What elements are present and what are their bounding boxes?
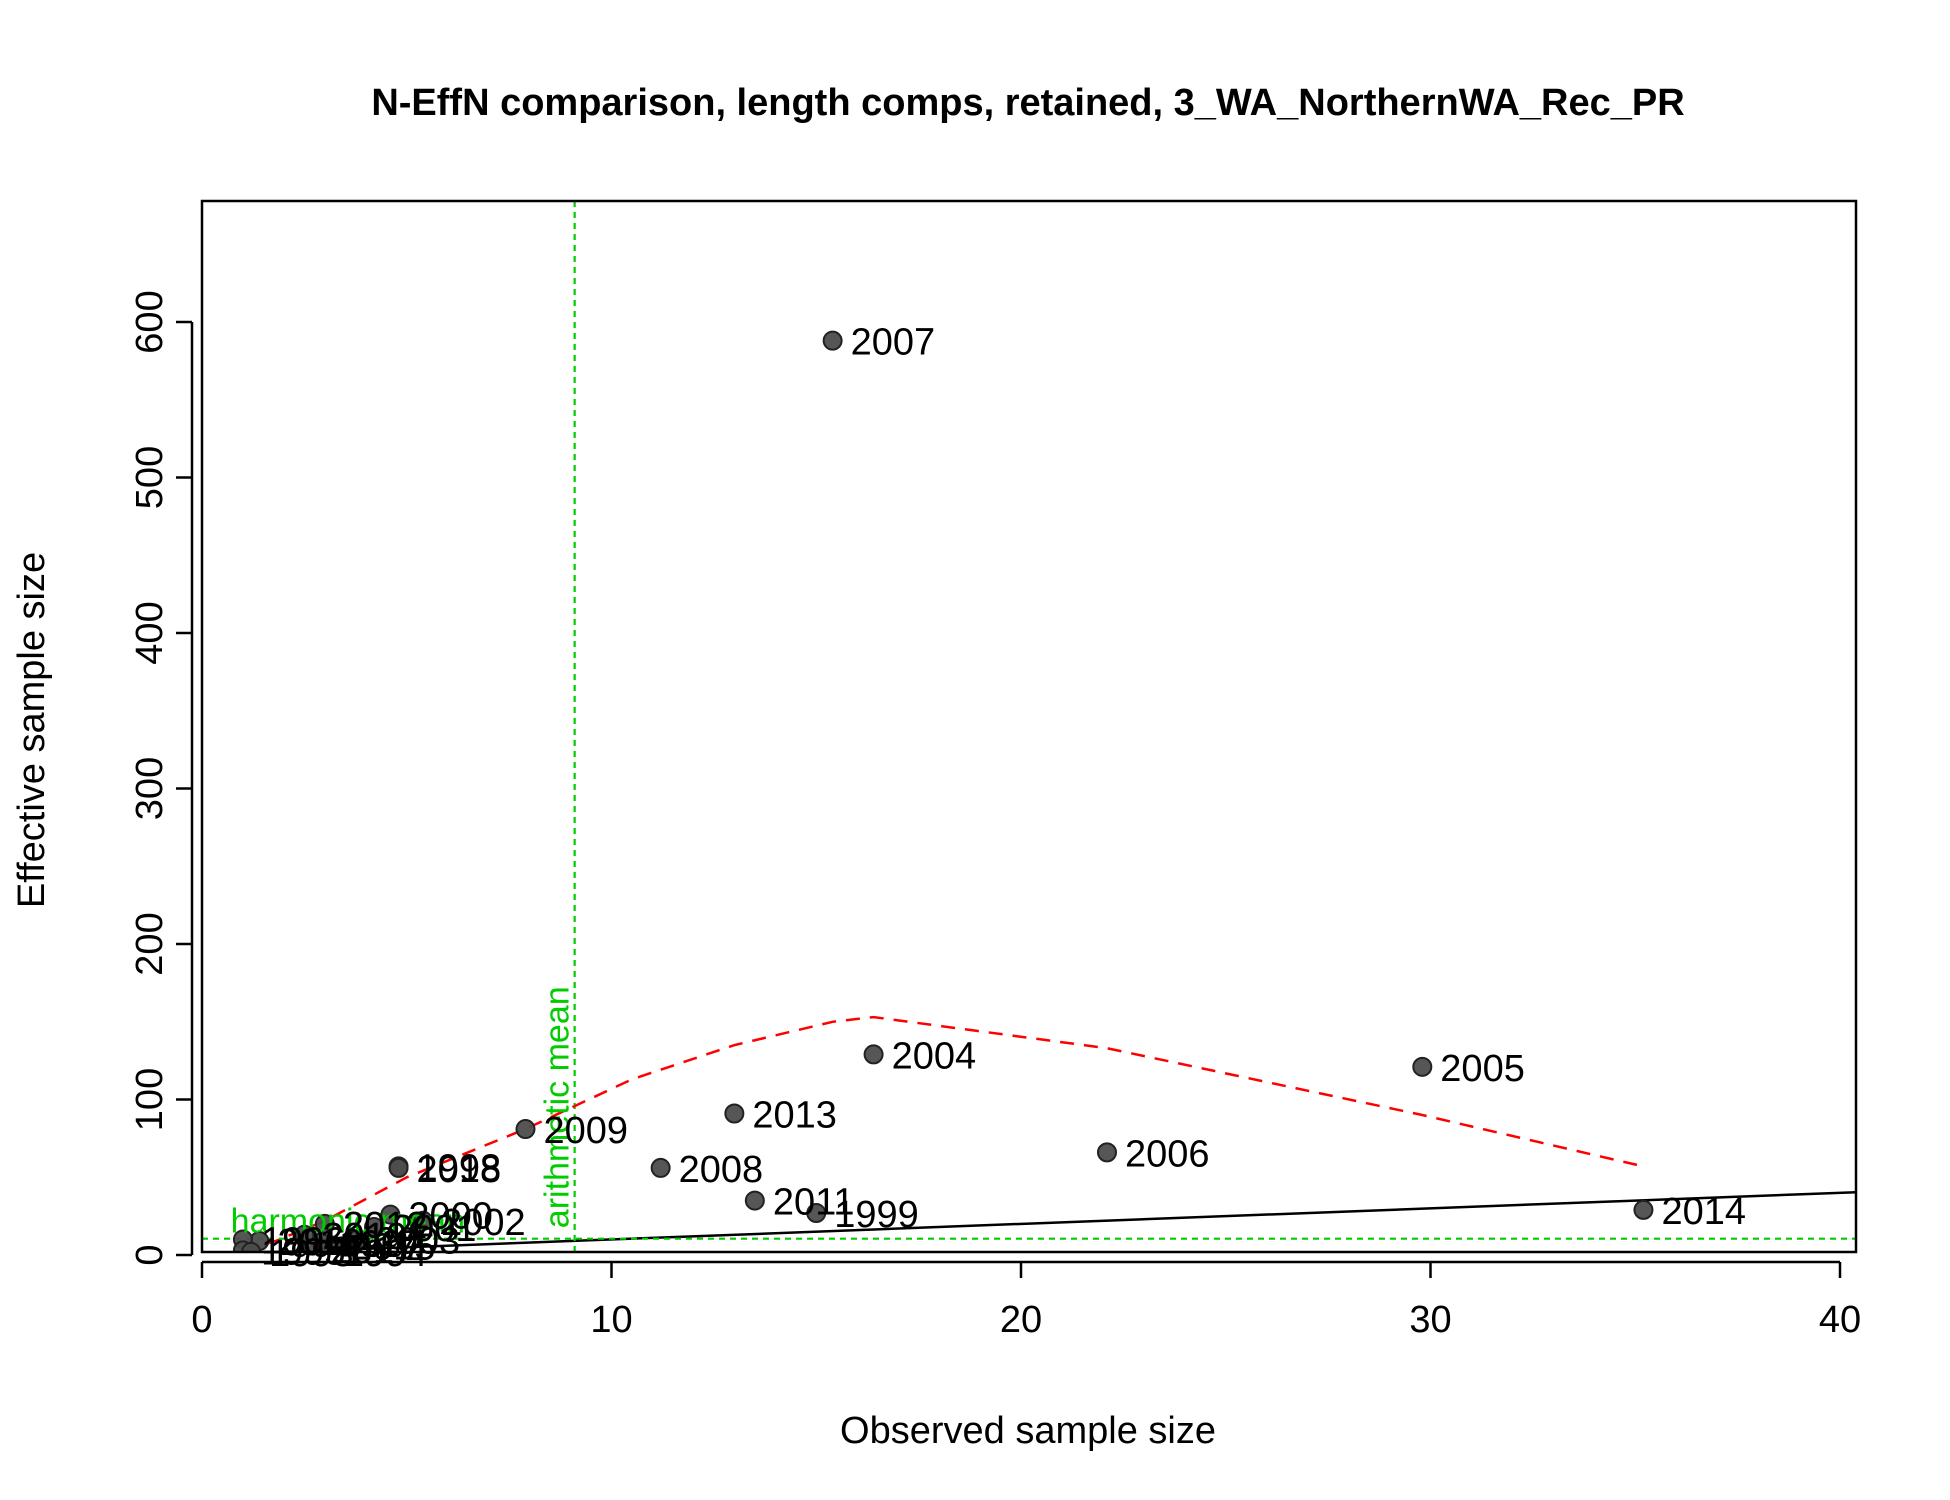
plot-area bbox=[202, 201, 1856, 1252]
point-label: 1994 bbox=[343, 1233, 428, 1275]
point-label: 2017 bbox=[331, 1230, 416, 1272]
plot-frame bbox=[200, 199, 1858, 1254]
data-point bbox=[822, 330, 843, 351]
data-point bbox=[1412, 1056, 1433, 1077]
y-tick-label: 100 bbox=[129, 1068, 171, 1131]
data-point bbox=[1633, 1199, 1654, 1220]
point-label: 2003 bbox=[376, 1220, 461, 1262]
point-label: 2015 bbox=[351, 1227, 436, 1269]
y-tick-label: 0 bbox=[129, 1244, 171, 1265]
y-tick-label: 300 bbox=[129, 757, 171, 820]
y-tick-label: 400 bbox=[129, 601, 171, 664]
data-point bbox=[413, 1210, 434, 1231]
point-label: 2009 bbox=[544, 1110, 629, 1152]
y-axis-label: Effective sample size bbox=[11, 552, 53, 908]
point-label: 2018 bbox=[417, 1149, 502, 1191]
data-point bbox=[347, 1229, 368, 1250]
point-label: 2012 bbox=[343, 1205, 428, 1247]
point-label: 1999 bbox=[834, 1194, 919, 1236]
data-point bbox=[1096, 1142, 1117, 1163]
data-point bbox=[388, 1157, 409, 1178]
data-point bbox=[314, 1213, 335, 1234]
point-label: 1997 bbox=[339, 1224, 424, 1266]
data-point bbox=[724, 1103, 745, 1124]
point-label: 2004 bbox=[892, 1035, 977, 1077]
x-tick-label: 0 bbox=[191, 1299, 212, 1341]
point-label: 2000 bbox=[408, 1196, 493, 1238]
data-point bbox=[515, 1119, 536, 1140]
point-label: 2006 bbox=[1125, 1133, 1210, 1175]
point-label: 2008 bbox=[679, 1149, 764, 1191]
point-label: 1996 bbox=[261, 1220, 346, 1262]
data-point bbox=[863, 1044, 884, 1065]
data-point bbox=[744, 1190, 765, 1211]
x-tick-label: 40 bbox=[1819, 1299, 1861, 1341]
point-label: 1995 bbox=[261, 1231, 346, 1273]
y-tick-label: 600 bbox=[129, 290, 171, 353]
point-labels: arithmetic mean harmonic mean 2007 2004 2005… bbox=[231, 322, 1746, 1275]
point-label: 2002 bbox=[441, 1202, 526, 1244]
chart-title: N-EffN comparison, length comps, retaine… bbox=[371, 82, 1684, 124]
point-label: 1998 bbox=[417, 1147, 502, 1189]
data-point bbox=[380, 1204, 401, 1225]
x-tick-label: 30 bbox=[1409, 1299, 1451, 1341]
x-axis-label: Observed sample size bbox=[840, 1410, 1216, 1452]
point-label: 2016 bbox=[277, 1222, 362, 1264]
data-point bbox=[363, 1217, 384, 1238]
point-label: 1993 bbox=[269, 1233, 354, 1275]
point-label: 2011 bbox=[773, 1182, 855, 1224]
point-label: 2013 bbox=[752, 1094, 837, 1136]
point-label: 2007 bbox=[851, 322, 936, 364]
y-tick-label: 200 bbox=[129, 912, 171, 975]
data-point bbox=[650, 1157, 671, 1178]
y-tick-label: 500 bbox=[129, 446, 171, 509]
x-tick-label: 10 bbox=[590, 1299, 632, 1341]
one-to-one-line bbox=[248, 1190, 1856, 1252]
point-label: 2010 bbox=[322, 1216, 407, 1258]
x-tick-label: 20 bbox=[1000, 1299, 1042, 1341]
harmonic-mean-label: harmonic mean bbox=[231, 1203, 465, 1241]
point-label: 2001 bbox=[392, 1208, 477, 1250]
arithmetic-mean-label: arithmetic mean bbox=[539, 986, 577, 1228]
point-label: 2005 bbox=[1440, 1048, 1525, 1090]
point-label: 2014 bbox=[1661, 1191, 1746, 1233]
data-point bbox=[806, 1203, 827, 1224]
